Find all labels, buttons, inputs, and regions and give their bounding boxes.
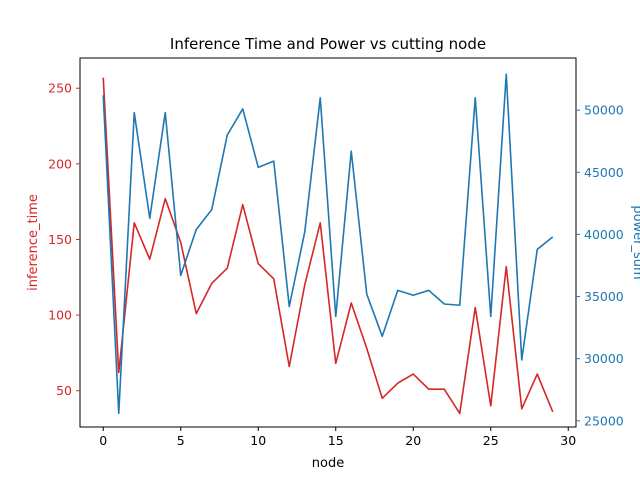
left-y-tick-label: 250 — [48, 81, 72, 96]
right-y-tick-label: 50000 — [584, 103, 624, 118]
x-tick-label: 30 — [560, 433, 576, 448]
x-tick-label: 20 — [405, 433, 421, 448]
x-axis-label: node — [312, 456, 344, 471]
right-y-tick-label: 40000 — [584, 227, 624, 242]
x-tick-label: 15 — [328, 433, 344, 448]
left-y-tick-label: 50 — [56, 383, 72, 398]
series-line-power-sum — [102, 73, 554, 415]
left-y-tick-label: 100 — [48, 308, 72, 323]
x-tick-label: 0 — [99, 433, 107, 448]
plot-frame — [79, 57, 577, 428]
right-y-tick-label: 25000 — [584, 413, 624, 428]
left-y-axis-ticks: 50 100 150 200 250 — [48, 81, 80, 398]
x-tick-label: 25 — [483, 433, 499, 448]
series-line-inference-time — [102, 77, 554, 415]
left-y-axis-label: inference_time — [26, 194, 41, 291]
x-axis-ticks: 0 5 10 15 20 25 30 — [99, 427, 576, 448]
chart-title: Inference Time and Power vs cutting node — [170, 35, 486, 53]
x-tick-label: 10 — [250, 433, 266, 448]
x-tick-label: 5 — [177, 433, 185, 448]
right-y-tick-label: 45000 — [584, 165, 624, 180]
series-layer — [102, 73, 554, 415]
left-y-tick-label: 150 — [48, 232, 72, 247]
right-y-tick-label: 35000 — [584, 289, 624, 304]
right-y-tick-label: 30000 — [584, 351, 624, 366]
right-y-axis-ticks: 25000 30000 35000 40000 45000 50000 — [576, 103, 624, 428]
right-y-axis-label: power_sum — [630, 205, 640, 279]
left-y-tick-label: 200 — [48, 156, 72, 171]
